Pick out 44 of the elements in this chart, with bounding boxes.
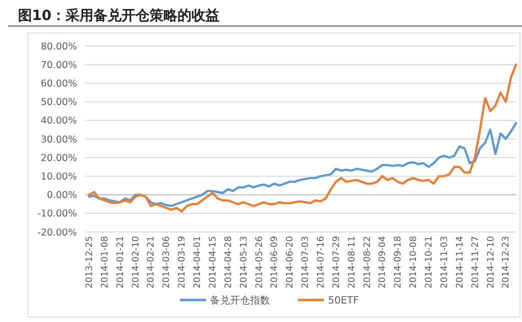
x-tick-label: 2014-06-09 (270, 236, 280, 288)
x-tick-label: 2014-08-22 (362, 236, 373, 288)
x-tick-label: 2014-12-23 (502, 236, 512, 288)
x-tick-label: 2014-02-10 (131, 236, 142, 288)
chart-title: 图10：采用备兑开仓策略的收益 (18, 8, 220, 24)
y-tick-label: -10.00% (37, 208, 77, 220)
y-tick-label: 60.00% (40, 78, 77, 90)
x-tick-label: 2014-09-04 (378, 236, 388, 288)
x-tick-label: 2013-12-25 (85, 236, 95, 288)
x-tick-label: 2014-09-18 (394, 236, 404, 288)
x-tick-label: 2014-07-03 (301, 236, 312, 288)
y-tick-label: 70.00% (40, 60, 77, 71)
line-series (88, 63, 518, 213)
y-tick-label: 80.00% (40, 41, 77, 52)
x-tick-label: 2014-06-20 (286, 236, 296, 288)
y-tick-label: 0.00% (46, 190, 77, 202)
x-tick-label: 2014-07-16 (316, 236, 327, 288)
x-tick-label: 2014-03-19 (178, 236, 188, 288)
x-tick-label: 2014-01-21 (116, 236, 126, 288)
x-tick-label: 2014-04-28 (224, 236, 234, 288)
x-tick-label: 2014-10-08 (409, 236, 420, 288)
line-series (88, 122, 518, 208)
legend-label: 50ETF (328, 296, 360, 306)
x-tick-label: 2014-03-06 (162, 236, 172, 288)
x-tick-label: 2014-11-14 (455, 236, 466, 288)
x-tick-label: 2014-07-29 (332, 236, 342, 288)
x-tick-label: 2014-12-10 (486, 236, 496, 288)
x-tick-label: 2014-05-13 (239, 236, 250, 288)
x-tick-label: 2014-04-01 (193, 236, 204, 288)
x-tick-label: 2014-08-11 (347, 236, 358, 288)
x-tick-label: 2014-05-26 (254, 236, 265, 288)
y-tick-label: -20.00% (37, 227, 77, 238)
x-tick-label: 2014-04-15 (208, 236, 218, 288)
y-tick-label: 10.00% (40, 172, 77, 183)
y-tick-label: 30.00% (40, 134, 77, 146)
y-tick-label: 40.00% (40, 116, 77, 127)
y-tick-label: 50.00% (40, 97, 77, 108)
x-tick-label: 2014-10-21 (424, 236, 435, 288)
y-tick-label: 20.00% (40, 152, 77, 164)
x-tick-label: 2014-01-08 (100, 236, 110, 288)
legend-label: 备兑开仓指数 (210, 294, 270, 306)
x-tick-label: 2014-11-03 (440, 236, 450, 288)
x-tick-label: 2014-11-27 (470, 236, 481, 288)
x-tick-label: 2014-02-21 (146, 236, 157, 288)
